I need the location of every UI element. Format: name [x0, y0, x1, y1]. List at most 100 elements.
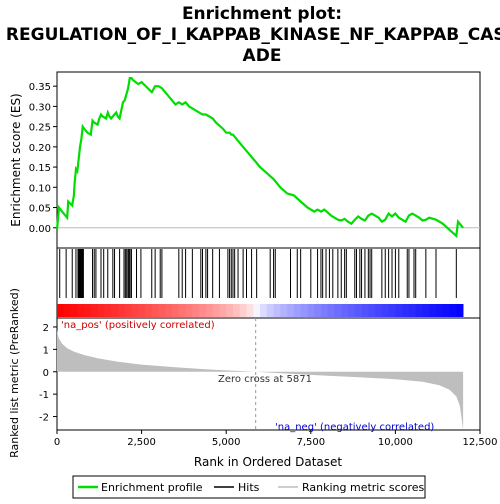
heat-cell — [334, 304, 341, 317]
heat-cell — [253, 304, 260, 317]
heat-cell — [199, 304, 206, 317]
es-y-tick-label: 0.20 — [29, 143, 51, 154]
heat-cell — [456, 304, 463, 317]
heat-cell — [118, 304, 125, 317]
es-y-tick-label: 0.10 — [29, 183, 51, 194]
heat-cell — [145, 304, 152, 317]
metric-y-tick-label: 2 — [43, 323, 49, 334]
heat-cell — [436, 304, 443, 317]
hits-marks — [60, 249, 457, 298]
heat-cell — [382, 304, 389, 317]
legend-label-enrichment: Enrichment profile — [101, 481, 203, 494]
heat-cell — [192, 304, 199, 317]
enrichment-profile-line — [57, 78, 463, 236]
x-tick-label: 0 — [54, 437, 60, 448]
metric-y-tick-label: 1 — [43, 345, 49, 356]
metric-y-axis-label: Ranked list metric (PreRanked) — [8, 288, 21, 458]
title-line-2: REGULATION_OF_I_KAPPAB_KINASE_NF_KAPPAB_… — [6, 25, 500, 45]
heat-cell — [348, 304, 355, 317]
rank-heatmap-bar — [57, 304, 463, 317]
x-tick-label: 7,500 — [296, 437, 325, 448]
heat-cell — [138, 304, 145, 317]
es-y-axis-label: Enrichment score (ES) — [9, 93, 23, 226]
es-panel-frame — [57, 72, 480, 248]
heat-cell — [307, 304, 314, 317]
heat-cell — [422, 304, 429, 317]
heat-cell — [91, 304, 98, 317]
heat-cell — [416, 304, 423, 317]
pos-correlated-label: 'na_pos' (positively correlated) — [61, 320, 215, 331]
heat-cell — [443, 304, 450, 317]
heat-cell — [226, 304, 233, 317]
heat-cell — [131, 304, 138, 317]
legend-label-metric: Ranking metric scores — [302, 481, 424, 494]
heat-cell — [280, 304, 287, 317]
heat-cell — [301, 304, 308, 317]
legend-label-hits: Hits — [238, 481, 260, 494]
heat-cell — [64, 304, 71, 317]
es-y-tick-label: 0.25 — [29, 123, 51, 134]
x-axis-label: Rank in Ordered Dataset — [194, 455, 342, 469]
heat-cell — [389, 304, 396, 317]
heat-cell — [57, 304, 64, 317]
heat-cell — [328, 304, 335, 317]
heat-cell — [233, 304, 240, 317]
heat-cell — [260, 304, 267, 317]
heat-cell — [395, 304, 402, 317]
heat-cell — [111, 304, 118, 317]
heat-cell — [341, 304, 348, 317]
heat-cell — [294, 304, 301, 317]
zero-cross-label: Zero cross at 5871 — [218, 374, 312, 385]
es-y-tick-label: 0.35 — [29, 82, 51, 93]
title-line-3: ADE — [243, 46, 282, 66]
heat-cell — [429, 304, 436, 317]
heat-cell — [314, 304, 321, 317]
heat-cell — [409, 304, 416, 317]
es-y-tick-label: 0.05 — [29, 204, 51, 215]
es-y-axis: 0.00 0.05 0.10 0.15 0.20 0.25 0.30 0.35 — [29, 82, 57, 235]
heat-cell — [206, 304, 213, 317]
heat-cell — [219, 304, 226, 317]
heat-cell — [247, 304, 254, 317]
heat-cell — [213, 304, 220, 317]
heat-cell — [104, 304, 111, 317]
heat-cell — [321, 304, 328, 317]
heat-cell — [274, 304, 281, 317]
chart-title: Enrichment plot: REGULATION_OF_I_KAPPAB_… — [6, 4, 500, 66]
metric-y-axis: -2 -1 0 1 2 — [39, 323, 57, 424]
heat-cell — [402, 304, 409, 317]
legend: Enrichment profile Hits Ranking metric s… — [73, 476, 425, 498]
heat-cell — [152, 304, 159, 317]
x-tick-label: 2,500 — [127, 437, 156, 448]
heat-cell — [375, 304, 382, 317]
heat-cell — [450, 304, 457, 317]
heat-cell — [125, 304, 132, 317]
metric-y-tick-label: -1 — [39, 390, 49, 401]
x-tick-label: 12,500 — [463, 437, 498, 448]
heat-cell — [71, 304, 78, 317]
heat-cell — [240, 304, 247, 317]
heat-cell — [179, 304, 186, 317]
heat-cell — [84, 304, 91, 317]
heat-cell — [287, 304, 294, 317]
es-y-tick-label: 0.00 — [29, 224, 51, 235]
heat-cell — [98, 304, 105, 317]
heat-cell — [159, 304, 166, 317]
heat-cell — [267, 304, 274, 317]
metric-y-tick-label: 0 — [43, 368, 49, 379]
heat-cell — [368, 304, 375, 317]
heat-cell — [165, 304, 172, 317]
neg-correlated-label: 'na_neg' (negatively correlated) — [275, 422, 434, 433]
es-y-tick-label: 0.30 — [29, 102, 51, 113]
es-y-tick-label: 0.15 — [29, 163, 51, 174]
metric-y-tick-label: -2 — [39, 413, 49, 424]
heat-cell — [172, 304, 179, 317]
title-line-1: Enrichment plot: — [182, 4, 342, 24]
enrichment-profile-series — [57, 78, 463, 236]
heat-cell — [355, 304, 362, 317]
heat-cell — [362, 304, 369, 317]
heat-cell — [186, 304, 193, 317]
x-tick-label: 10,000 — [378, 437, 413, 448]
